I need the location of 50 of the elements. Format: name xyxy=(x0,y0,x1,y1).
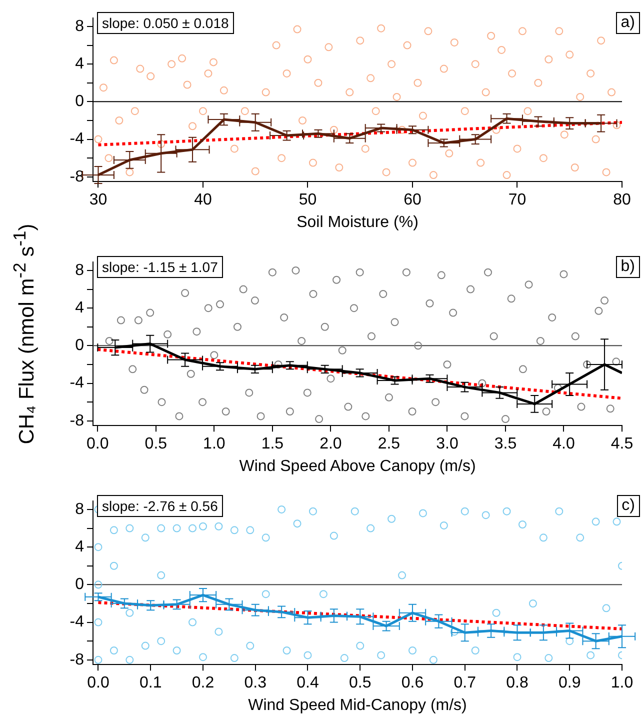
y-tick-label: -8 xyxy=(70,412,84,430)
annotation: slope: 0.050 ± 0.018 xyxy=(97,12,234,34)
annotation: b) xyxy=(616,256,640,278)
x-tick-label: 0.5 xyxy=(348,674,372,692)
x-tick-label: 2.5 xyxy=(378,436,400,453)
x-tick-label: 50 xyxy=(298,192,317,209)
y-tick-label: 8 xyxy=(75,500,84,518)
x-axis-title: Soil Moisture (%) xyxy=(296,214,418,231)
y-tick-label: 0 xyxy=(75,576,84,594)
x-tick-label: 80 xyxy=(613,192,631,209)
y-tick-label: 0 xyxy=(75,337,84,354)
x-tick-label: 3.5 xyxy=(494,436,517,453)
annotation: a) xyxy=(616,12,640,34)
y-tick-label: -4 xyxy=(70,374,84,392)
x-tick-label: 4.0 xyxy=(552,436,575,453)
x-tick-label: 0.0 xyxy=(86,436,109,453)
y-tick-label: 0 xyxy=(75,93,84,110)
x-tick-label: 1.5 xyxy=(261,436,284,453)
y-tick-label: -4 xyxy=(70,614,84,631)
x-tick-label: 60 xyxy=(404,192,422,209)
x-tick-label: 0.6 xyxy=(401,674,424,692)
x-tick-label: 4.5 xyxy=(610,436,634,453)
x-tick-label: 0.0 xyxy=(87,674,110,692)
annotation: slope: -1.15 ± 1.07 xyxy=(97,256,223,278)
x-tick-label: 0.3 xyxy=(244,674,267,692)
x-tick-label: 1.0 xyxy=(610,674,634,692)
x-tick-label: 1.0 xyxy=(203,436,226,453)
y-tick-label: 4 xyxy=(75,55,84,72)
y-tick-label: 8 xyxy=(75,18,84,35)
annotation: c) xyxy=(616,495,640,517)
x-tick-label: 2.0 xyxy=(320,436,342,453)
x-tick-label: 0.2 xyxy=(192,674,214,692)
x-axis-title: Wind Speed Above Canopy (m/s) xyxy=(239,458,476,475)
x-tick-label: 70 xyxy=(508,192,526,209)
x-tick-label: 0.9 xyxy=(558,674,581,692)
x-tick-label: 0.5 xyxy=(144,436,168,453)
y-tick-label: 4 xyxy=(75,299,84,316)
y-tick-label: -8 xyxy=(70,651,84,668)
x-tick-label: 3.0 xyxy=(436,436,458,453)
x-axis-title: Wind Speed Mid-Canopy (m/s) xyxy=(248,696,467,714)
x-tick-label: 0.7 xyxy=(454,674,476,692)
y-tick-label: -4 xyxy=(70,130,84,148)
y-tick-label: 4 xyxy=(75,538,84,556)
annotation: slope: -2.76 ± 0.56 xyxy=(97,495,223,517)
y-tick-label: 8 xyxy=(75,262,84,279)
x-tick-label: 30 xyxy=(89,192,108,209)
x-tick-label: 0.8 xyxy=(506,674,528,692)
x-tick-label: 0.1 xyxy=(139,674,162,692)
x-tick-label: 40 xyxy=(194,192,212,209)
x-tick-label: 0.4 xyxy=(296,674,319,692)
